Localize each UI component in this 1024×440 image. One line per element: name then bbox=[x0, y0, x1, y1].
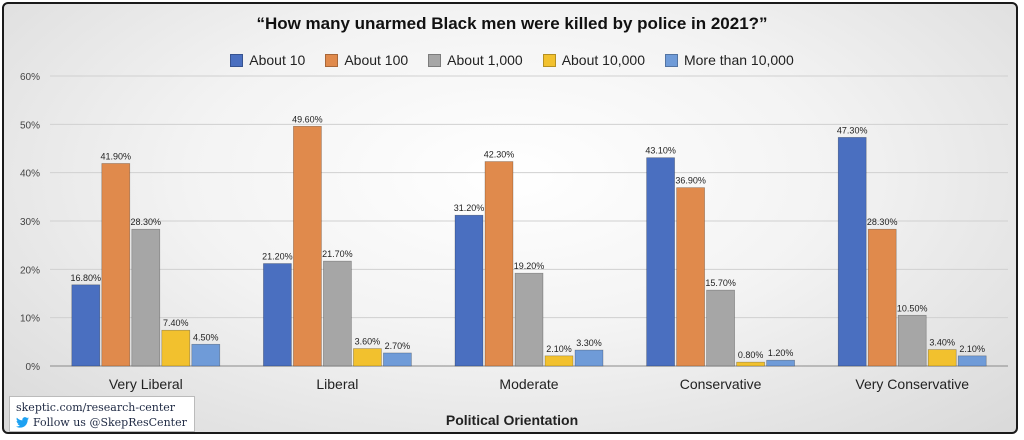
data-label: 19.20% bbox=[514, 261, 545, 271]
data-label: 21.20% bbox=[262, 252, 293, 262]
x-axis-title: Political Orientation bbox=[445, 412, 579, 428]
bar bbox=[514, 272, 544, 367]
data-label: 31.20% bbox=[454, 203, 485, 213]
x-tick-label: Very Conservative bbox=[855, 376, 969, 392]
legend-entry: About 10,000 bbox=[542, 52, 645, 68]
bar bbox=[454, 214, 484, 367]
chart-title: “How many unarmed Black men were killed … bbox=[256, 14, 768, 33]
bar bbox=[131, 228, 161, 367]
y-tick-label: 40% bbox=[20, 169, 40, 180]
bar bbox=[897, 314, 927, 367]
data-label: 28.30% bbox=[131, 217, 162, 227]
bar bbox=[927, 349, 957, 367]
legend-label: About 10,000 bbox=[561, 52, 645, 68]
bar bbox=[263, 263, 292, 367]
legend-label: More than 10,000 bbox=[683, 52, 794, 68]
legend-entry: More than 10,000 bbox=[664, 52, 794, 68]
data-label: 7.40% bbox=[163, 318, 189, 328]
data-label: 3.60% bbox=[355, 337, 381, 347]
bar bbox=[957, 355, 987, 367]
bar bbox=[161, 329, 191, 367]
y-tick-label: 50% bbox=[20, 120, 40, 131]
legend-label: About 1,000 bbox=[447, 52, 523, 68]
legend-swatch bbox=[428, 53, 442, 67]
data-label: 43.10% bbox=[645, 146, 676, 156]
bar bbox=[646, 157, 675, 367]
legend: About 10 About 100 About 1,000 About 10,000… bbox=[4, 52, 1016, 68]
data-label: 2.10% bbox=[959, 344, 985, 354]
bar bbox=[676, 187, 705, 367]
credit-follow-line: Follow us @SkepResCenter bbox=[16, 415, 188, 430]
data-label: 16.80% bbox=[71, 273, 102, 283]
bar bbox=[484, 161, 514, 367]
legend-entry: About 1,000 bbox=[428, 52, 523, 68]
bar bbox=[867, 228, 897, 367]
bar bbox=[71, 284, 101, 367]
data-label: 36.90% bbox=[675, 176, 706, 186]
x-tick-label: Very Liberal bbox=[109, 376, 183, 392]
data-label: 3.30% bbox=[576, 338, 602, 348]
legend-swatch bbox=[542, 53, 556, 67]
bar bbox=[837, 137, 867, 367]
bar bbox=[323, 260, 352, 367]
legend-entry: About 100 bbox=[325, 52, 408, 68]
chart-plot: 0% 10% 20% 30% 40% 50% 60% 16.80% 41.90% 28.30% 7.… bbox=[20, 72, 1008, 392]
y-tick-label: 0% bbox=[26, 362, 41, 373]
data-label: 47.30% bbox=[837, 125, 868, 135]
x-tick-label: Conservative bbox=[680, 376, 762, 392]
data-label: 0.80% bbox=[738, 350, 764, 360]
y-tick-label: 10% bbox=[20, 314, 40, 325]
data-label: 4.50% bbox=[193, 332, 219, 342]
bar bbox=[544, 355, 574, 367]
legend-label: About 10 bbox=[249, 52, 306, 68]
bar bbox=[574, 349, 604, 367]
bar bbox=[766, 359, 795, 367]
legend-swatch bbox=[664, 53, 678, 67]
bar bbox=[101, 163, 131, 367]
bar bbox=[736, 361, 765, 367]
x-tick-label: Moderate bbox=[499, 376, 558, 392]
legend-swatch bbox=[325, 53, 339, 67]
y-tick-label: 60% bbox=[20, 72, 40, 83]
chart-frame: “How many unarmed Black men were killed … bbox=[2, 2, 1018, 434]
y-tick-label: 20% bbox=[20, 265, 40, 276]
bar bbox=[706, 289, 735, 367]
bar bbox=[383, 352, 412, 367]
data-label: 2.10% bbox=[546, 344, 572, 354]
data-label: 10.50% bbox=[897, 303, 928, 313]
data-label: 41.90% bbox=[101, 151, 132, 161]
data-label: 2.70% bbox=[385, 341, 411, 351]
data-label: 42.30% bbox=[484, 150, 515, 160]
legend-swatch bbox=[230, 53, 244, 67]
bar bbox=[191, 343, 221, 367]
credit-follow-text: Follow us @SkepResCenter bbox=[33, 416, 187, 429]
credit-box: skeptic.com/research-center Follow us @S… bbox=[9, 396, 195, 432]
data-label: 1.20% bbox=[768, 348, 794, 358]
data-label: 15.70% bbox=[705, 278, 736, 288]
bar bbox=[293, 125, 322, 367]
legend-entry: About 10 bbox=[230, 52, 305, 68]
legend-label: About 100 bbox=[344, 52, 409, 68]
credit-url: skeptic.com/research-center bbox=[16, 401, 176, 414]
data-label: 21.70% bbox=[322, 249, 353, 259]
data-label: 49.60% bbox=[292, 114, 323, 124]
data-label: 3.40% bbox=[929, 338, 955, 348]
twitter-bird-icon bbox=[16, 417, 29, 428]
y-tick-label: 30% bbox=[20, 217, 40, 228]
bar bbox=[353, 348, 382, 367]
data-label: 28.30% bbox=[867, 217, 898, 227]
x-tick-label: Liberal bbox=[316, 376, 358, 392]
